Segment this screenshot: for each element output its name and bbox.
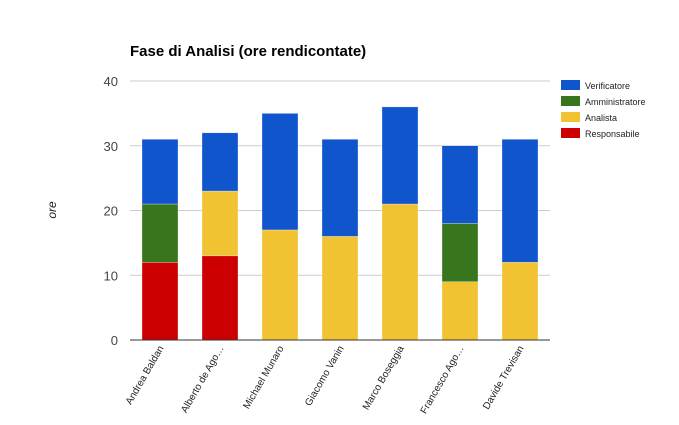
bar-segment-amministratore bbox=[441, 223, 479, 282]
chart-title: Fase di Analisi (ore rendicontate) bbox=[130, 43, 366, 60]
y-axis-label: ore bbox=[45, 201, 59, 219]
x-category-label: Giacomo Vanin bbox=[303, 344, 346, 408]
bar-segment-verificatore bbox=[501, 139, 539, 263]
legend-swatch bbox=[561, 80, 580, 90]
legend-swatch bbox=[561, 96, 580, 106]
y-tick-label: 20 bbox=[104, 204, 118, 219]
bar-segment-analista bbox=[501, 262, 539, 341]
bar-segment-responsabile bbox=[141, 262, 179, 341]
bar-segment-analista bbox=[441, 281, 479, 341]
legend-swatch bbox=[561, 112, 580, 122]
bar-segment-verificatore bbox=[261, 113, 299, 231]
bar-segment-verificatore bbox=[321, 139, 359, 237]
x-category-label: Francesco Ago… bbox=[419, 344, 467, 416]
legend-label: Amministratore bbox=[585, 97, 646, 107]
bar-segment-analista bbox=[321, 236, 359, 341]
legend: Verificatore Amministratore Analista Respon… bbox=[561, 80, 646, 139]
bar-segment-analista bbox=[381, 203, 419, 341]
bar-segment-analista bbox=[201, 190, 239, 257]
bar-segment-verificatore bbox=[381, 106, 419, 205]
y-tick-label: 10 bbox=[104, 268, 118, 283]
bar-segment-analista bbox=[261, 229, 299, 341]
bar-segment-verificatore bbox=[201, 132, 239, 192]
x-category-label: Alberto de Ago… bbox=[179, 344, 226, 415]
x-category-label: Michael Munaro bbox=[241, 344, 286, 411]
y-tick-label: 40 bbox=[104, 74, 118, 89]
x-category-label: Davide Trevisan bbox=[481, 344, 526, 412]
bar-segment-verificatore bbox=[141, 139, 179, 205]
x-category-label: Andrea Baldan bbox=[124, 344, 167, 407]
legend-label: Analista bbox=[585, 113, 617, 123]
legend-label: Responsabile bbox=[585, 129, 640, 139]
x-category-label: Marco Boseggia bbox=[361, 344, 407, 412]
legend-label: Verificatore bbox=[585, 81, 630, 91]
y-tick-label: 0 bbox=[111, 333, 118, 348]
legend-swatch bbox=[561, 128, 580, 138]
bar-segment-verificatore bbox=[441, 145, 479, 224]
bar-segment-responsabile bbox=[201, 255, 239, 341]
bar-segment-amministratore bbox=[141, 203, 179, 263]
y-tick-label: 30 bbox=[104, 139, 118, 154]
bars bbox=[141, 106, 539, 341]
